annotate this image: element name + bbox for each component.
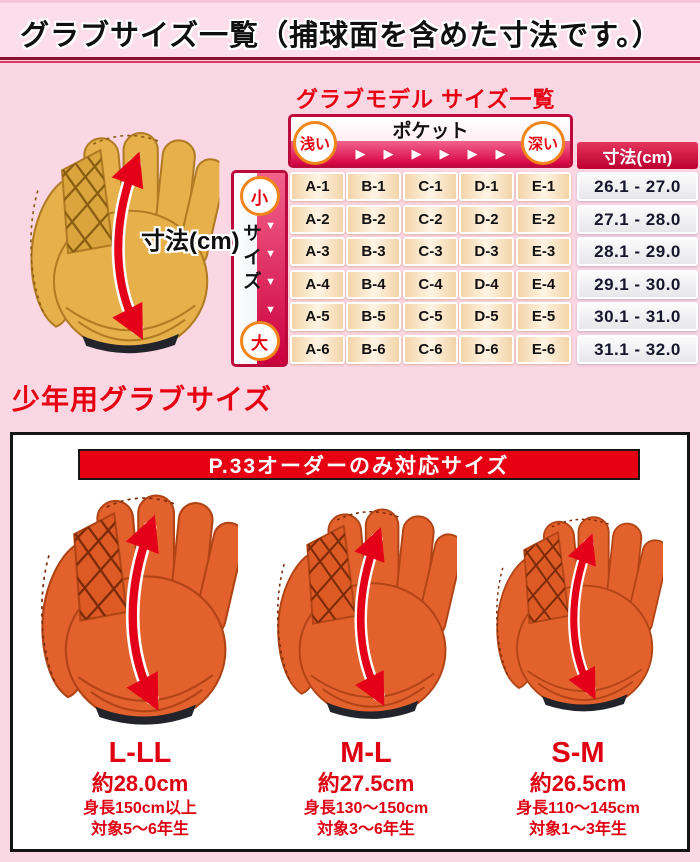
model-cell: A-4 (290, 270, 345, 299)
dimension-label: 寸法(cm) (141, 228, 240, 255)
pocket-direction-arrow-icon: ▶ (355, 145, 366, 161)
size-small-badge: 小 (239, 176, 280, 216)
size-large-badge: 大 (239, 321, 280, 361)
youth-glove-l-ll-image (28, 487, 238, 735)
model-cell: C-2 (403, 205, 458, 234)
model-cell: D-5 (459, 302, 514, 331)
title-bar: グラブサイズ一覧（捕球面を含めた寸法です。） (0, 0, 700, 57)
model-cell: D-3 (459, 237, 514, 266)
youth-glove-grade: 対象5～6年生 (91, 820, 189, 838)
size-direction-arrow-icon: ▼ (265, 220, 276, 232)
youth-glove-spec: M-L 約27.5cm 身長130～150cm 対象3～6年生 (261, 737, 471, 841)
model-cell: B-6 (346, 335, 401, 364)
size-axis: 小 サイズ ▼ ▼ ▼ ▼ 大 (231, 170, 288, 367)
model-cell: A-3 (290, 237, 345, 266)
model-cell: B-5 (346, 302, 401, 331)
size-direction-arrows: ▼ ▼ ▼ ▼ (265, 221, 276, 316)
pocket-direction-arrow-icon: ▶ (411, 145, 422, 161)
model-cell: E-5 (516, 302, 571, 331)
model-cell: E-1 (516, 172, 571, 201)
title-divider (0, 57, 700, 64)
model-cell: E-4 (516, 270, 571, 299)
size-direction-arrow-icon: ▼ (265, 276, 276, 288)
youth-size-box: P.33オーダーのみ対応サイズ L-LL 約28.0cm 身長150cm以上 対… (10, 432, 690, 852)
model-cell: E-3 (516, 237, 571, 266)
deep-badge: 深い (521, 121, 565, 165)
table-row: A-3 B-3 C-3 D-3 E-3 28.1 - 29.0 (0, 237, 700, 266)
size-direction-arrow-icon: ▼ (265, 248, 276, 260)
model-cell: D-4 (459, 270, 514, 299)
youth-glove-name: S-M (551, 737, 605, 769)
youth-glove-height: 身長130～150cm (303, 799, 429, 817)
model-cell: D-1 (459, 172, 514, 201)
model-cell: C-5 (403, 302, 458, 331)
table-row: A-2 B-2 C-2 D-2 E-2 27.1 - 28.0 (0, 205, 700, 234)
model-cell: B-3 (346, 237, 401, 266)
pocket-direction-arrow-icon: ▶ (383, 145, 394, 161)
youth-glove-name: M-L (340, 737, 392, 769)
page-title: グラブサイズ一覧（捕球面を含めた寸法です。） (20, 20, 662, 52)
youth-glove-spec: L-LL 約28.0cm 身長150cm以上 対象5～6年生 (35, 737, 245, 841)
model-cell: A-1 (290, 172, 345, 201)
model-cell: B-1 (346, 172, 401, 201)
model-cell: A-2 (290, 205, 345, 234)
youth-glove-name: L-LL (108, 737, 172, 769)
range-cell: 29.1 - 30.0 (577, 270, 698, 299)
shallow-badge: 浅い (293, 121, 337, 165)
model-cell: E-2 (516, 205, 571, 234)
range-cell: 31.1 - 32.0 (577, 335, 698, 364)
model-cell: D-2 (459, 205, 514, 234)
size-direction-arrow-icon: ▼ (265, 304, 276, 316)
youth-glove-s-m-image (485, 511, 663, 719)
model-cell: C-6 (403, 335, 458, 364)
order-banner: P.33オーダーのみ対応サイズ (78, 449, 640, 480)
model-cell: C-3 (403, 237, 458, 266)
youth-glove-height: 身長110～145cm (516, 799, 640, 817)
table-row: A-6 B-6 C-6 D-6 E-6 31.1 - 32.0 (0, 335, 700, 364)
range-cell: 26.1 - 27.0 (577, 172, 698, 201)
model-cell: B-2 (346, 205, 401, 234)
model-cell: C-1 (403, 172, 458, 201)
model-cell: B-4 (346, 270, 401, 299)
model-cell: C-4 (403, 270, 458, 299)
pocket-direction-arrow-icon: ▶ (495, 145, 506, 161)
size-chart-title: グラブモデル サイズ一覧 (296, 87, 556, 112)
range-cell: 28.1 - 29.0 (577, 237, 698, 266)
youth-glove-grade: 対象3～6年生 (317, 820, 415, 838)
range-cell: 27.1 - 28.0 (577, 205, 698, 234)
youth-glove-size: 約28.0cm (91, 771, 189, 797)
model-cell: A-5 (290, 302, 345, 331)
model-cell: A-6 (290, 335, 345, 364)
youth-glove-grade: 対象1～3年生 (529, 820, 627, 838)
range-cell: 30.1 - 31.0 (577, 302, 698, 331)
youth-glove-size: 約26.5cm (529, 771, 627, 797)
youth-glove-height: 身長150cm以上 (83, 799, 197, 817)
dimension-column-header: 寸法(cm) (577, 142, 698, 169)
size-axis-label: サイズ (240, 223, 261, 295)
pocket-direction-arrow-icon: ▶ (467, 145, 478, 161)
youth-glove-spec: S-M 約26.5cm 身長110～145cm 対象1～3年生 (473, 737, 683, 841)
table-row: A-5 B-5 C-5 D-5 E-5 30.1 - 31.0 (0, 302, 700, 331)
table-row: A-1 B-1 C-1 D-1 E-1 26.1 - 27.0 (0, 172, 700, 201)
model-cell: E-6 (516, 335, 571, 364)
pocket-direction-arrow-icon: ▶ (439, 145, 450, 161)
youth-section-heading: 少年用グラブサイズ (12, 384, 273, 415)
table-row: A-4 B-4 C-4 D-4 E-4 29.1 - 30.0 (0, 270, 700, 299)
model-cell: D-6 (459, 335, 514, 364)
youth-glove-m-l-image (265, 501, 457, 729)
youth-glove-size: 約27.5cm (317, 771, 415, 797)
